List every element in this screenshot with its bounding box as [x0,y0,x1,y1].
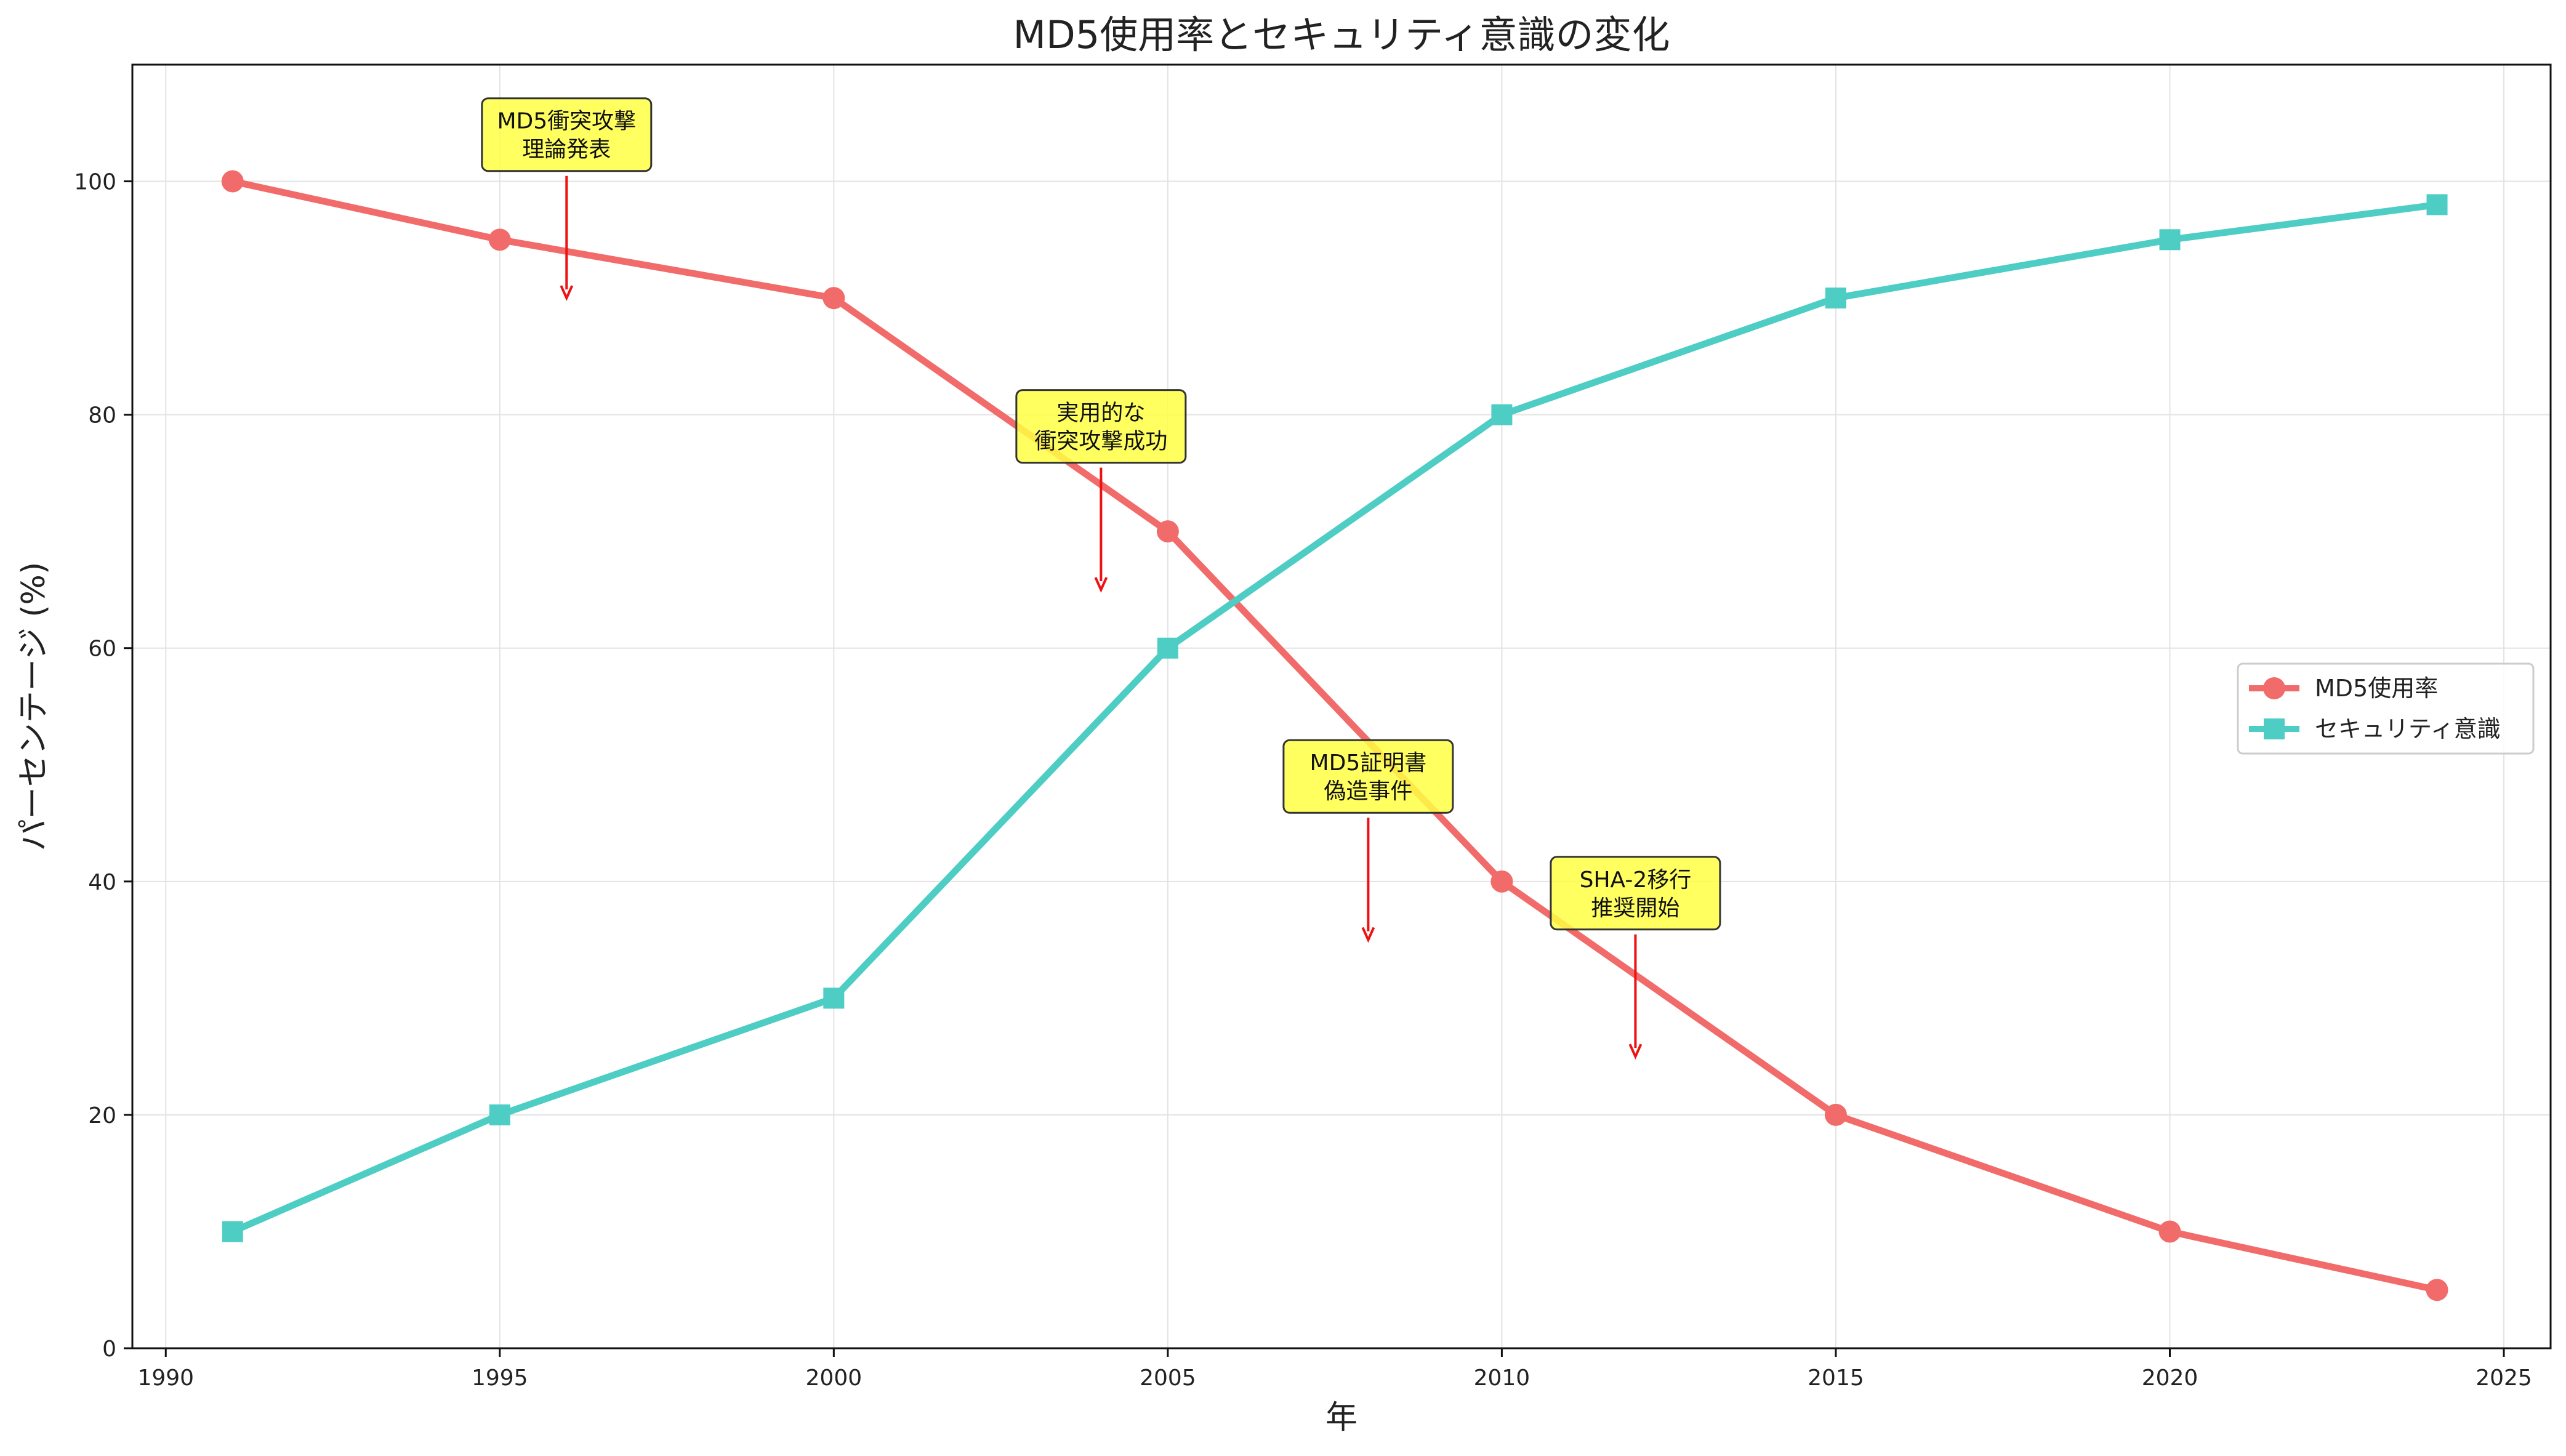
y-tick-label: 40 [88,870,116,895]
annotation-box [1550,856,1721,931]
annotation-arrowhead [1361,927,1375,943]
annotation-text: 実用的な [1056,401,1145,426]
annotation-text: 偽造事件 [1324,779,1412,804]
plot-frame [131,63,2552,1349]
y-tick-label: 20 [88,1103,116,1128]
series-1 [221,170,2448,1301]
x-tick-label: 2020 [2142,1366,2198,1391]
data-point [488,228,511,251]
y-axis-label: パーセンテージ (%) [15,562,52,851]
annotation-box [481,97,653,172]
annotation-arrowhead [1628,1044,1643,1060]
x-tick-label: 2005 [1140,1366,1196,1391]
annotation-box [1282,739,1454,814]
series-2 [222,194,2448,1242]
series-line [229,178,2441,1293]
data-point [2158,1220,2181,1243]
data-point [1490,870,1513,893]
legend-marker [2263,677,2285,699]
y-tick-label: 0 [102,1337,116,1362]
data-point [1825,288,1846,309]
x-tick-label: 2025 [2476,1366,2532,1391]
data-point [1824,1103,1847,1126]
grid [132,65,2551,1349]
x-axis-label: 年 [1325,1399,1357,1436]
data-point [1491,404,1513,425]
annotation-arrowhead [560,285,574,301]
data-point [1157,637,1178,659]
x-tick-label: 2000 [806,1366,863,1391]
data-point [489,1104,510,1125]
data-point [822,287,845,310]
legend-box [2237,662,2535,755]
annotation-arrowhead [1094,577,1108,593]
data-point [221,170,244,193]
annotation-text: SHA-2移行 [1580,867,1692,893]
legend-label: MD5使用率 [2315,675,2438,702]
y-tick-label: 80 [88,403,116,428]
data-point [2159,229,2181,251]
series-line [229,201,2441,1235]
data-point [2426,1279,2448,1301]
data-point [823,987,845,1009]
x-tick-label: 2015 [1808,1366,1864,1391]
y-tick-label: 60 [88,637,116,662]
data-point [222,1221,243,1242]
y-tick-label: 100 [74,170,116,195]
x-tick-label: 1995 [472,1366,528,1391]
annotation-text: 理論発表 [522,137,611,163]
data-point [1156,520,1179,543]
legend-marker [2264,718,2285,739]
annotation-text: MD5衝突攻撃 [497,109,636,134]
x-tick-label: 2010 [1474,1366,1530,1391]
annotation-text: 推奨開始 [1591,896,1679,921]
annotation-text: 衝突攻撃成功 [1034,429,1167,454]
data-point [2426,194,2448,215]
legend-label: セキュリティ意識 [2315,715,2501,742]
axis-ticks: 1990 1995 2000 2005 2010 2015 2020 2025 0 20 40 60 8… [74,170,2532,1391]
annotation-text: MD5証明書 [1310,750,1427,776]
chart-title: MD5使用率とセキュリティ意識の変化 [1013,12,1670,57]
series-layer [221,170,2448,1301]
x-tick-label: 1990 [137,1366,194,1391]
annotation-box [1015,389,1187,464]
